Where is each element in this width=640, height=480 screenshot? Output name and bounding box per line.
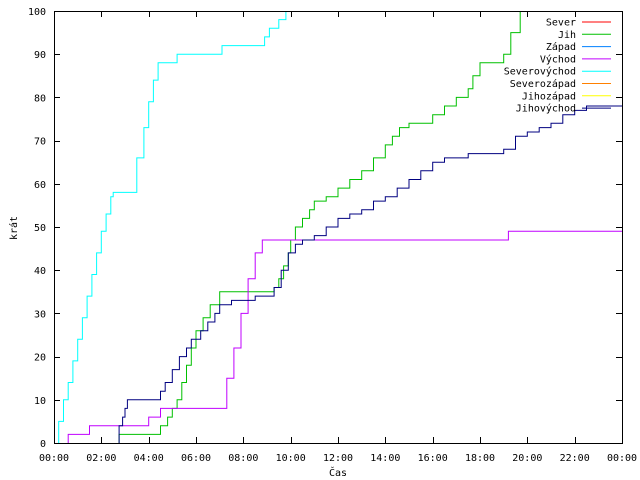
y-axis-title: krát xyxy=(8,216,20,240)
y-tick-label: 70 xyxy=(34,137,46,148)
legend-label: Jih xyxy=(558,30,576,41)
x-tick-label: 14:00 xyxy=(370,453,400,464)
x-axis-title: Čas xyxy=(329,466,347,479)
x-tick-label: 22:00 xyxy=(560,453,590,464)
x-tick-label: 02:00 xyxy=(86,453,116,464)
y-tick-label: 0 xyxy=(40,439,46,450)
y-tick-label: 50 xyxy=(34,223,46,234)
y-tick-label: 20 xyxy=(34,353,46,364)
x-tick-label: 12:00 xyxy=(323,453,353,464)
series-line-jih xyxy=(118,11,622,443)
series-layer xyxy=(58,11,622,443)
x-tick-label: 04:00 xyxy=(134,453,164,464)
legend: SeverJihZápadVýchodSeverovýchodSeverozáp… xyxy=(504,18,611,115)
x-tick-label: 08:00 xyxy=(228,453,258,464)
legend-label: Západ xyxy=(546,41,576,53)
x-tick-label: 18:00 xyxy=(465,453,495,464)
ticks-layer: 00:00 02:00 04:00 06:00 08:00 10:00 12:00 14:00… xyxy=(28,7,637,464)
y-tick-label: 30 xyxy=(34,309,46,320)
legend-label: Východ xyxy=(540,53,576,65)
series-line-severovýchod xyxy=(58,11,622,443)
series-line-východ xyxy=(67,230,622,443)
legend-label: Jihovýchod xyxy=(516,103,576,115)
y-tick-label: 80 xyxy=(34,93,46,104)
x-tick-label: 20:00 xyxy=(512,453,542,464)
legend-label: Severozápad xyxy=(510,78,576,90)
series-line-jihovýchod xyxy=(118,105,622,443)
y-tick-label: 10 xyxy=(34,396,46,407)
y-tick-label: 100 xyxy=(28,7,46,18)
x-tick-label: 06:00 xyxy=(181,453,211,464)
x-tick-label: 00:00 xyxy=(607,453,637,464)
legend-label: Severovýchod xyxy=(504,66,576,78)
legend-label: Sever xyxy=(546,18,576,29)
legend-label: Jihozápad xyxy=(522,90,576,102)
y-tick-label: 60 xyxy=(34,180,46,191)
x-tick-label: 10:00 xyxy=(276,453,306,464)
x-tick-label: 16:00 xyxy=(418,453,448,464)
y-tick-label: 90 xyxy=(34,50,46,61)
x-tick-label: 00:00 xyxy=(39,453,69,464)
y-tick-label: 40 xyxy=(34,266,46,277)
